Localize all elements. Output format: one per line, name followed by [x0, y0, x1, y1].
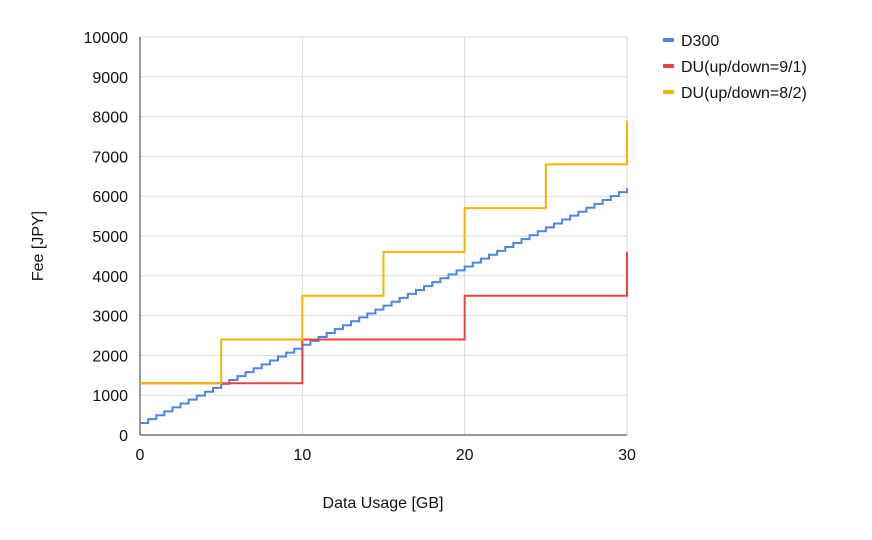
series	[140, 120, 628, 425]
y-axis-title: Fee [JPY]	[30, 211, 47, 281]
legend-item: D300	[663, 33, 719, 50]
legend-label: D300	[681, 33, 719, 50]
series-line-du-up-down-9-1-	[140, 251, 628, 385]
grid	[140, 36, 628, 435]
legend-label: DU(up/down=9/1)	[681, 59, 807, 76]
y-tick-label: 1000	[92, 388, 128, 405]
y-tick-label: 6000	[92, 189, 128, 206]
x-tick-label: 10	[293, 447, 311, 464]
legend-swatch	[663, 38, 674, 42]
series-line-du-up-down-8-2-	[140, 120, 628, 385]
y-tick-label: 5000	[92, 229, 128, 246]
y-tick-label: 10000	[84, 30, 129, 47]
y-tick-label: 4000	[92, 269, 128, 286]
y-tick-label: 3000	[92, 309, 128, 326]
y-tick-label: 8000	[92, 110, 128, 127]
legend-swatch	[663, 90, 674, 94]
legend-item: DU(up/down=8/2)	[663, 85, 807, 102]
x-tick-label: 20	[456, 447, 474, 464]
y-tick-label: 9000	[92, 70, 128, 87]
x-tick-label: 0	[136, 447, 145, 464]
legend-swatch	[663, 64, 674, 68]
series-line-d300	[140, 188, 628, 425]
y-tick-label: 2000	[92, 348, 128, 365]
legend-item: DU(up/down=9/1)	[663, 59, 807, 76]
x-axis-title: Data Usage [GB]	[323, 495, 444, 512]
x-tick-label: 30	[618, 447, 636, 464]
axes: 0100020003000400050006000700080009000100…	[84, 30, 637, 464]
legend-label: DU(up/down=8/2)	[681, 85, 807, 102]
y-tick-label: 0	[119, 428, 128, 445]
legend: D300 DU(up/down=9/1) DU(up/down=8/2)	[663, 33, 807, 102]
y-tick-label: 7000	[92, 149, 128, 166]
